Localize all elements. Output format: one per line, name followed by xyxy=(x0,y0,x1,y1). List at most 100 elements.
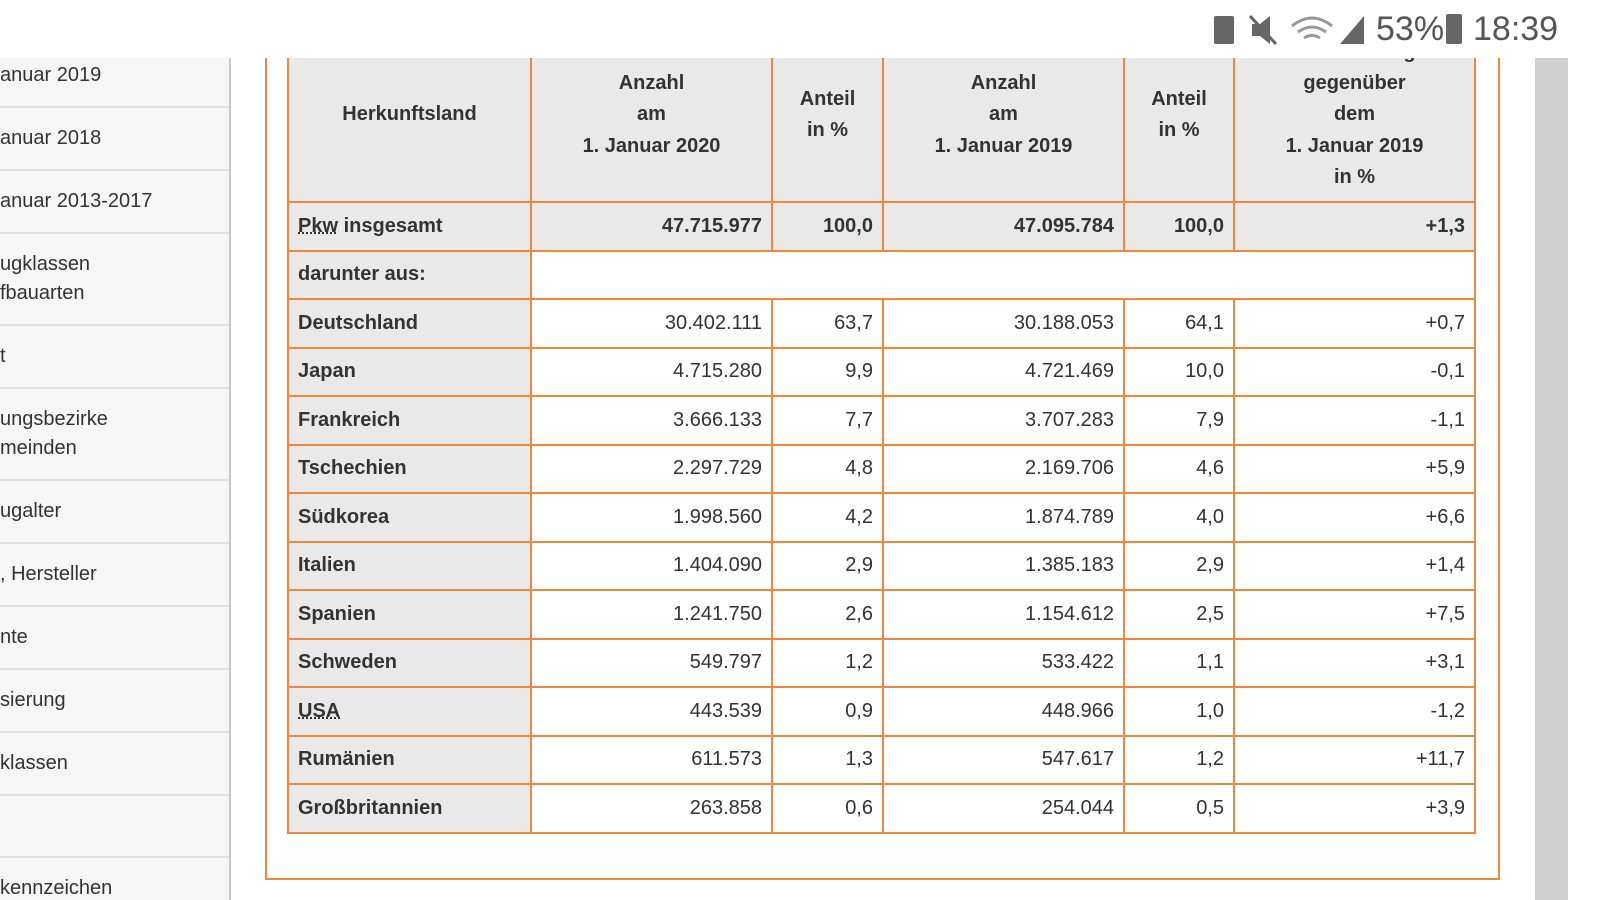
cell: 10,0 xyxy=(1123,346,1235,397)
sidebar-item-text: ugalter xyxy=(0,500,62,522)
cell: 1.998.560 xyxy=(530,492,773,543)
cell: +1,4 xyxy=(1233,540,1476,591)
sidebar-item-text: ugklassen xyxy=(0,253,91,275)
cell: 1.241.750 xyxy=(530,589,773,640)
row-label: Frankreich xyxy=(287,395,532,446)
header-line: dem xyxy=(1333,103,1376,126)
row-label: Großbritannien xyxy=(287,783,532,834)
cell: 7,7 xyxy=(771,395,884,446)
row-label: darunter aus: xyxy=(287,249,532,300)
cell: 1.154.612 xyxy=(882,589,1125,640)
cell: 1,3 xyxy=(771,734,884,785)
cell: 1,2 xyxy=(771,637,884,688)
cell: 2,9 xyxy=(771,540,884,591)
header-line: in % xyxy=(1333,165,1376,188)
cell: 4.721.469 xyxy=(882,346,1125,397)
status-bar: 53% 18:39 xyxy=(0,0,1600,58)
sidebar-item-text: fbauarten xyxy=(0,282,85,304)
header-line: Anteil xyxy=(799,87,856,110)
cell: -1,2 xyxy=(1233,686,1476,737)
cell: 2,6 xyxy=(771,589,884,640)
sidebar-item[interactable]: ugklassen fbauarten xyxy=(0,234,229,326)
header-line: gegenüber xyxy=(1303,72,1406,95)
sidebar-item-text: meinden xyxy=(0,437,77,459)
cell: -0,1 xyxy=(1233,346,1476,397)
column-header: Anzahl am 1. Januar 2020 xyxy=(530,58,773,203)
header-line: Veränderung xyxy=(1293,58,1415,63)
cell: 4,2 xyxy=(771,492,884,543)
sidebar-item[interactable]: ungsbezirke meinden xyxy=(0,389,229,481)
sidebar-item[interactable]: , Hersteller xyxy=(0,544,229,607)
row-label: USA xyxy=(287,686,532,737)
sidebar-item[interactable]: anuar 2013-2017 xyxy=(0,171,229,234)
sidebar-item-text: anuar 2018 xyxy=(0,127,102,149)
row-label-part: Pkw xyxy=(298,214,339,237)
header-line: Anzahl xyxy=(618,72,685,95)
cell: -1,1 xyxy=(1233,395,1476,446)
cell: 30.402.111 xyxy=(530,298,773,349)
subheading-row: darunter aus: xyxy=(287,249,1476,300)
status-icons xyxy=(1214,14,1462,46)
row-label: Spanien xyxy=(287,589,532,640)
cell: 30.188.053 xyxy=(882,298,1125,349)
row-label: Deutschland xyxy=(287,298,532,349)
sidebar-item[interactable]: anuar 2019 xyxy=(0,58,229,108)
cell: 448.966 xyxy=(882,686,1125,737)
total-row: Pkw insgesamt 47.715.977 100,0 47.095.784 10… xyxy=(287,201,1476,252)
row-label: Tschechien xyxy=(287,443,532,494)
header-line: am xyxy=(989,103,1018,126)
cell: 4,6 xyxy=(1123,443,1235,494)
sidebar-item[interactable]: nte xyxy=(0,607,229,670)
cell: 1.385.183 xyxy=(882,540,1125,591)
cell: 100,0 xyxy=(1123,201,1235,252)
row-label: Italien xyxy=(287,540,532,591)
column-header: Anzahl am 1. Januar 2019 xyxy=(882,58,1125,203)
icon-wifi xyxy=(1291,16,1333,40)
cell: 533.422 xyxy=(882,637,1125,688)
table-row: Südkorea 1.998.560 4,2 1.874.789 4,0 +6,6 xyxy=(287,492,1476,543)
sidebar-item[interactable]: anuar 2018 xyxy=(0,108,229,171)
column-header: Herkunftsland xyxy=(287,58,532,203)
header-line: 1. Januar 2019 xyxy=(934,134,1073,157)
table-row: Deutschland 30.402.111 63,7 30.188.053 64,1 +… xyxy=(287,298,1476,349)
content-frame xyxy=(265,58,1500,880)
header-line: Anteil xyxy=(1151,87,1207,110)
cell: 47.095.784 xyxy=(882,201,1125,252)
sidebar-item-text: klassen xyxy=(0,752,68,774)
cell: 263.858 xyxy=(530,783,773,834)
cell: 2,9 xyxy=(1123,540,1235,591)
sidebar-item-text: , Hersteller xyxy=(0,563,97,585)
clock: 18:39 xyxy=(1473,10,1559,48)
row-label: Pkw insgesamt xyxy=(287,201,532,252)
sidebar-item-text: anuar 2019 xyxy=(0,64,102,86)
sidebar-item[interactable]: t xyxy=(0,326,229,389)
cell: 7,9 xyxy=(1123,395,1235,446)
sidebar-item[interactable]: ugalter xyxy=(0,481,229,544)
cell: 547.617 xyxy=(882,734,1125,785)
cell: 0,9 xyxy=(771,686,884,737)
table-row: Tschechien 2.297.729 4,8 2.169.706 4,6 +5,9 xyxy=(287,443,1476,494)
header-line: in % xyxy=(806,119,849,141)
cell: 1,1 xyxy=(1123,637,1235,688)
cell: 2,5 xyxy=(1123,589,1235,640)
sidebar: anuar 2019 anuar 2018 anuar 2013-2017 ugkla… xyxy=(0,58,231,900)
icon-battery xyxy=(1446,14,1462,44)
cell: 549.797 xyxy=(530,637,773,688)
cell: 443.539 xyxy=(530,686,773,737)
header-line: 1. Januar 2019 xyxy=(1285,134,1424,157)
sidebar-item[interactable]: sierung xyxy=(0,670,229,733)
cell: 64,1 xyxy=(1123,298,1235,349)
header-line: 1. Januar 2020 xyxy=(582,134,721,157)
table-row: USA 443.539 0,9 448.966 1,0 -1,2 xyxy=(287,686,1476,737)
content: Herkunftsland Anzahl am 1. Januar 2020 Antei… xyxy=(231,58,1535,900)
cell: 1,0 xyxy=(1123,686,1235,737)
column-header: Anteil in % xyxy=(1123,58,1235,203)
sidebar-item[interactable]: kennzeichen xyxy=(0,856,229,900)
table-row: Italien 1.404.090 2,9 1.385.183 2,9 +1,4 xyxy=(287,540,1476,591)
cell: +3,1 xyxy=(1233,637,1476,688)
row-label: Schweden xyxy=(287,637,532,688)
sidebar-item-text: ungsbezirke xyxy=(0,408,108,430)
sidebar-item-text: kennzeichen xyxy=(0,877,113,899)
sidebar-item[interactable]: klassen xyxy=(0,733,229,796)
